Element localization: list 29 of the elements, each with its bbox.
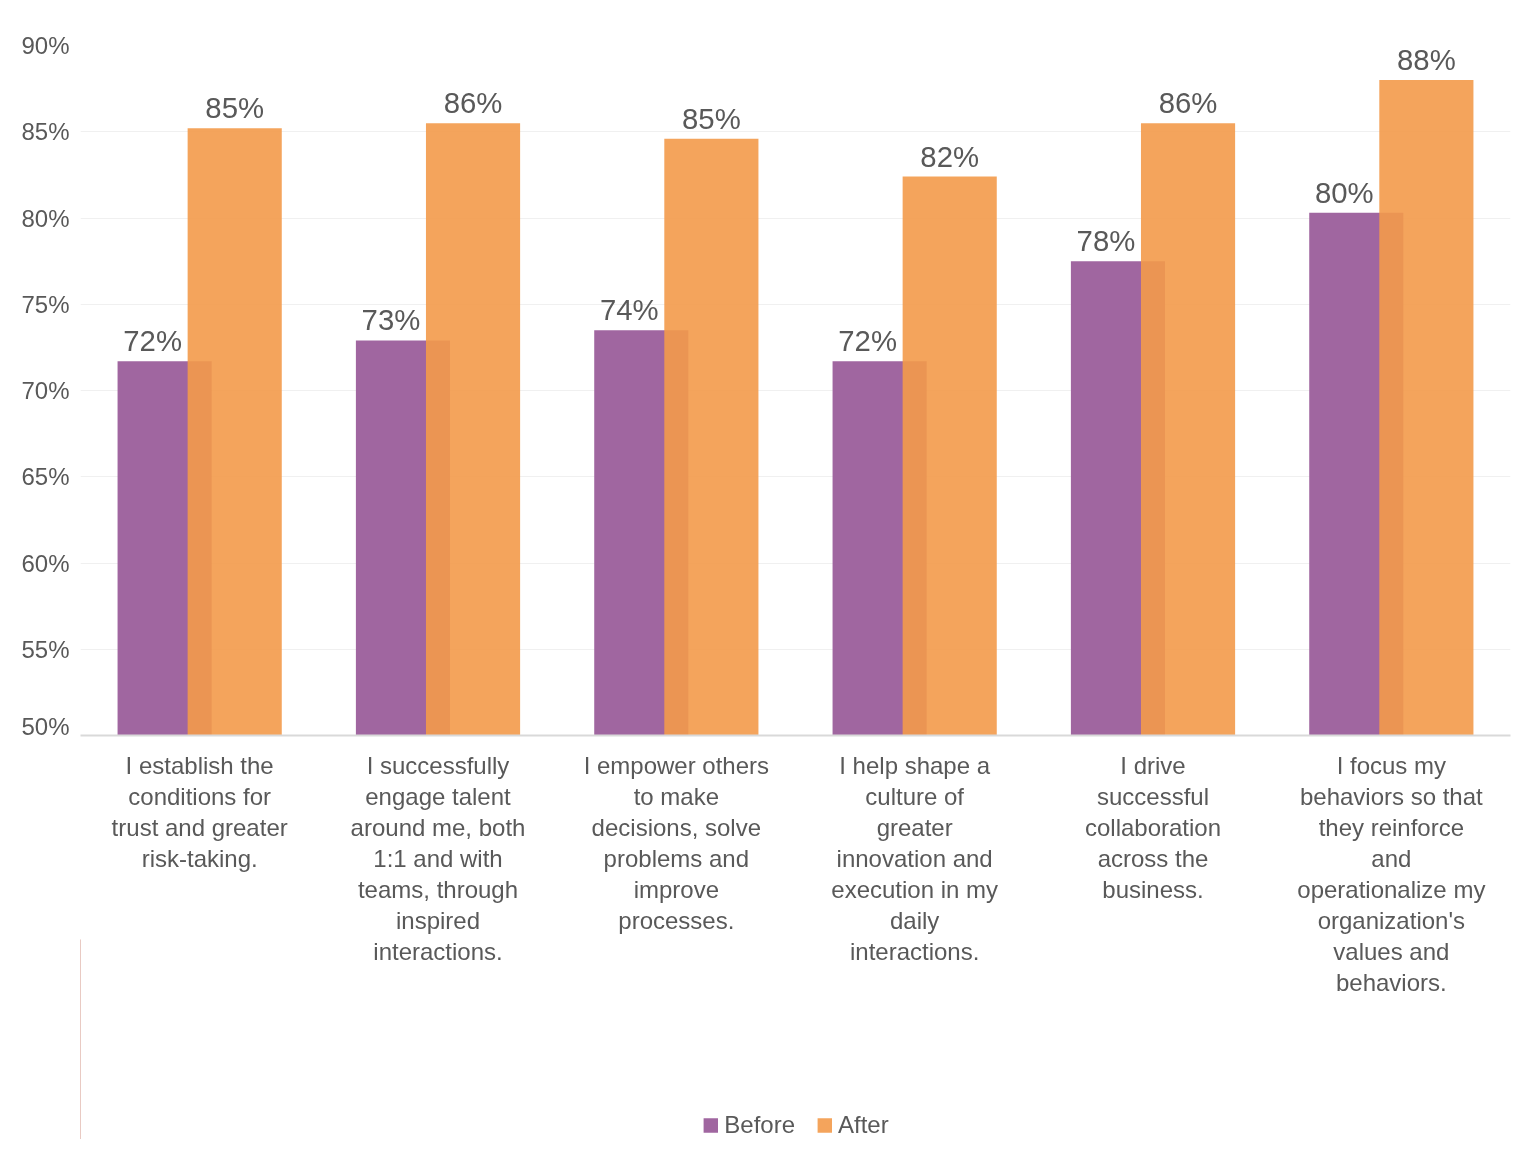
data-label: 85%	[205, 91, 265, 125]
y-tick-label: 85%	[21, 118, 70, 146]
y-tick-label: 65%	[21, 463, 70, 491]
data-label: 86%	[443, 86, 503, 120]
data-label: 82%	[920, 139, 980, 173]
y-tick-label: 80%	[21, 204, 70, 232]
x-tick-label: I successfully engage talent around me, both 1:1 and with teams, through inspired interactions.	[350, 751, 526, 965]
x-tick-label: I drive successful collaboration across the business.	[1084, 751, 1222, 903]
data-label: 80%	[1314, 175, 1374, 209]
data-label: 85%	[682, 101, 741, 135]
x-tick-label: I empower others to make decisions, solve problems and improve processes.	[583, 751, 770, 934]
data-label: 73%	[361, 303, 421, 337]
x-tick-label: I focus my behaviors so that they reinforce and operationalize my organization's values and behaviors.	[1297, 751, 1486, 996]
y-tick-label: 75%	[21, 290, 70, 318]
legend-label: After	[838, 1111, 889, 1139]
x-tick-label: I help shape a culture of greater innovation and execution in my daily interactions.	[831, 751, 999, 965]
y-tick-label: 90%	[21, 32, 70, 59]
y-tick-label: 50%	[21, 712, 70, 740]
legend-label: Before	[724, 1111, 796, 1139]
y-tick-label: 70%	[21, 377, 70, 404]
x-tick-label: I establish the conditions for trust and greater risk-taking.	[111, 751, 288, 872]
y-tick-label: 55%	[21, 635, 70, 663]
data-label: 88%	[1397, 43, 1456, 76]
data-label: 72%	[123, 324, 182, 358]
data-label: 86%	[1158, 86, 1218, 120]
y-tick-label: 60%	[21, 549, 70, 577]
data-label: 72%	[838, 324, 897, 358]
data-label: 74%	[599, 293, 659, 327]
data-label: 78%	[1076, 224, 1136, 258]
